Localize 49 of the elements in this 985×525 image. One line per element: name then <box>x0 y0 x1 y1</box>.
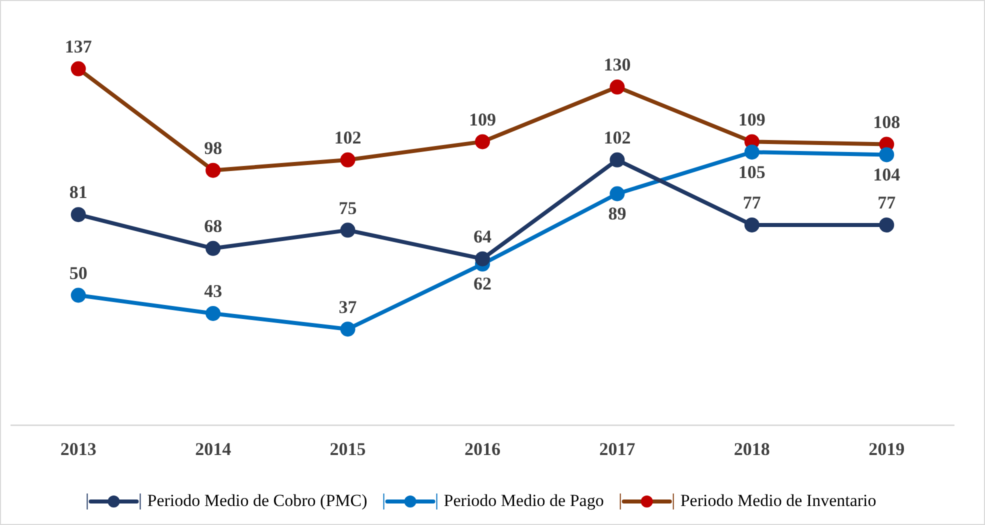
point <box>879 147 894 162</box>
data-label: 109 <box>738 109 766 130</box>
point <box>340 322 356 337</box>
point <box>879 217 894 232</box>
data-label: 81 <box>69 182 88 202</box>
point <box>70 288 86 303</box>
point <box>475 251 490 266</box>
data-label: 50 <box>69 262 88 283</box>
data-label: 43 <box>204 281 222 302</box>
x-tick-label: 2014 <box>195 438 232 459</box>
point <box>744 217 760 232</box>
data-label: 137 <box>64 36 92 56</box>
point <box>610 80 625 95</box>
point <box>475 134 490 150</box>
data-label: 98 <box>204 138 222 158</box>
x-tick-label: 2017 <box>599 438 636 459</box>
x-tick-label: 2016 <box>464 438 500 459</box>
point <box>70 61 86 76</box>
data-label: 77 <box>878 192 896 213</box>
legend-label: Periodo Medio de Pago <box>444 490 604 510</box>
x-tick-label: 2013 <box>60 438 96 459</box>
data-label: 102 <box>334 128 362 148</box>
legend-label: Periodo Medio de Inventario <box>680 490 876 510</box>
point <box>70 207 86 222</box>
point <box>610 152 625 168</box>
point <box>340 152 356 168</box>
x-tick-label: 2018 <box>734 438 770 459</box>
point <box>340 222 356 238</box>
x-tick-label: 2015 <box>330 438 366 459</box>
point <box>206 306 221 321</box>
data-label: 109 <box>469 109 496 130</box>
data-label: 75 <box>338 198 357 218</box>
x-tick-label: 2019 <box>868 438 905 459</box>
data-label: 37 <box>338 296 357 317</box>
point <box>610 186 625 202</box>
data-label: 105 <box>738 162 766 182</box>
data-label: 102 <box>604 128 631 148</box>
data-label: 89 <box>608 203 626 224</box>
point <box>206 240 221 256</box>
data-label: 130 <box>604 54 631 75</box>
point <box>744 144 760 160</box>
data-label: 64 <box>474 226 492 246</box>
legend-label: Periodo Medio de Cobro (PMC) <box>147 490 368 510</box>
data-label: 77 <box>742 192 761 213</box>
point <box>206 162 221 178</box>
data-label: 104 <box>873 164 900 184</box>
data-label: 62 <box>474 274 492 294</box>
data-label: 68 <box>204 216 222 236</box>
data-label: 108 <box>873 112 900 132</box>
